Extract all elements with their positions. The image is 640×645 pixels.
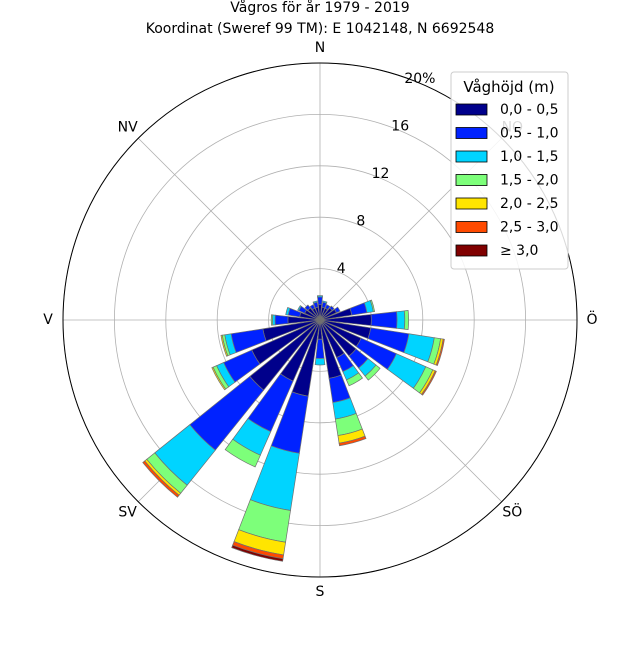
legend-swatch	[455, 244, 488, 257]
chart-title: Vågros för år 1979 - 2019	[230, 0, 409, 16]
direction-label: S	[316, 584, 325, 600]
bar-segment	[421, 370, 437, 396]
legend-title: Våghöjd (m)	[463, 78, 554, 96]
bar-segment	[274, 314, 289, 326]
legend-swatch	[455, 150, 488, 163]
bar-segment	[334, 306, 341, 314]
legend-box	[450, 71, 569, 270]
bar-segment	[364, 364, 381, 381]
legend-label: 0,0 - 0,5	[500, 102, 558, 118]
bar-segment	[312, 300, 318, 304]
bar-segment	[309, 304, 316, 311]
bar-segment	[270, 314, 274, 326]
bar-segment	[317, 296, 323, 306]
bar-segment	[315, 338, 325, 359]
bar-segment	[370, 311, 398, 329]
legend-label: 1,5 - 2,0	[500, 173, 558, 189]
bar-segment	[285, 307, 291, 316]
legend: Våghöjd (m) 0,0 - 0,5 0,5 - 1,0 1,0 - 1,5 1…	[450, 71, 569, 270]
legend-items: 0,0 - 0,5 0,5 - 1,0 1,0 - 1,5 1,5 - 2,0 2,0 …	[455, 102, 558, 259]
chart-subtitle: Koordinat (Sweref 99 TM): E 1042148, N 6…	[146, 21, 495, 37]
legend-swatch	[455, 197, 488, 210]
direction-label: N	[315, 40, 325, 56]
stacked-bars	[142, 295, 445, 562]
legend-label: 2,5 - 3,0	[500, 220, 558, 236]
bar-segment	[142, 460, 180, 498]
legend-swatch	[455, 221, 488, 233]
bar-segment	[304, 304, 311, 311]
bar-segment	[369, 299, 376, 313]
radial-tick-label: 8	[356, 213, 365, 229]
bar-segment	[231, 544, 284, 562]
legend-label: 0,5 - 1,0	[500, 126, 558, 142]
direction-label: Ö	[586, 310, 597, 328]
bar-segment	[345, 372, 363, 387]
radial-tick-label: 4	[337, 261, 346, 277]
bar-segment	[220, 334, 229, 357]
direction-label: NV	[118, 120, 138, 136]
polar-frame	[62, 62, 578, 578]
legend-swatch	[455, 103, 488, 116]
radial-tick-label: 16	[391, 118, 409, 134]
direction-label: V	[43, 312, 53, 328]
bar-segment	[396, 310, 406, 330]
bar-segment	[211, 366, 227, 391]
bar-segment	[314, 357, 326, 366]
bar-segment	[435, 338, 445, 366]
bar-segment	[329, 305, 335, 311]
legend-swatch	[455, 127, 488, 139]
bar-segment	[349, 302, 368, 316]
bar-segment	[338, 435, 367, 447]
radial-tick-label: 12	[372, 166, 390, 182]
direction-label: SV	[118, 504, 137, 520]
grid-spoke	[137, 137, 321, 321]
bar-segment	[297, 305, 302, 312]
legend-label: 1,0 - 1,5	[500, 149, 558, 165]
legend-swatch	[455, 174, 488, 186]
direction-label: SÖ	[502, 502, 522, 520]
legend-label: 2,0 - 2,5	[500, 196, 558, 212]
bar-segment	[316, 295, 324, 298]
bar-segment	[403, 310, 410, 330]
radial-tick-label: 20%	[404, 71, 435, 87]
bar-segment	[324, 304, 331, 311]
bar-segment	[224, 438, 261, 468]
bar-segment	[322, 300, 328, 304]
legend-label: ≥ 3,0	[500, 243, 538, 259]
